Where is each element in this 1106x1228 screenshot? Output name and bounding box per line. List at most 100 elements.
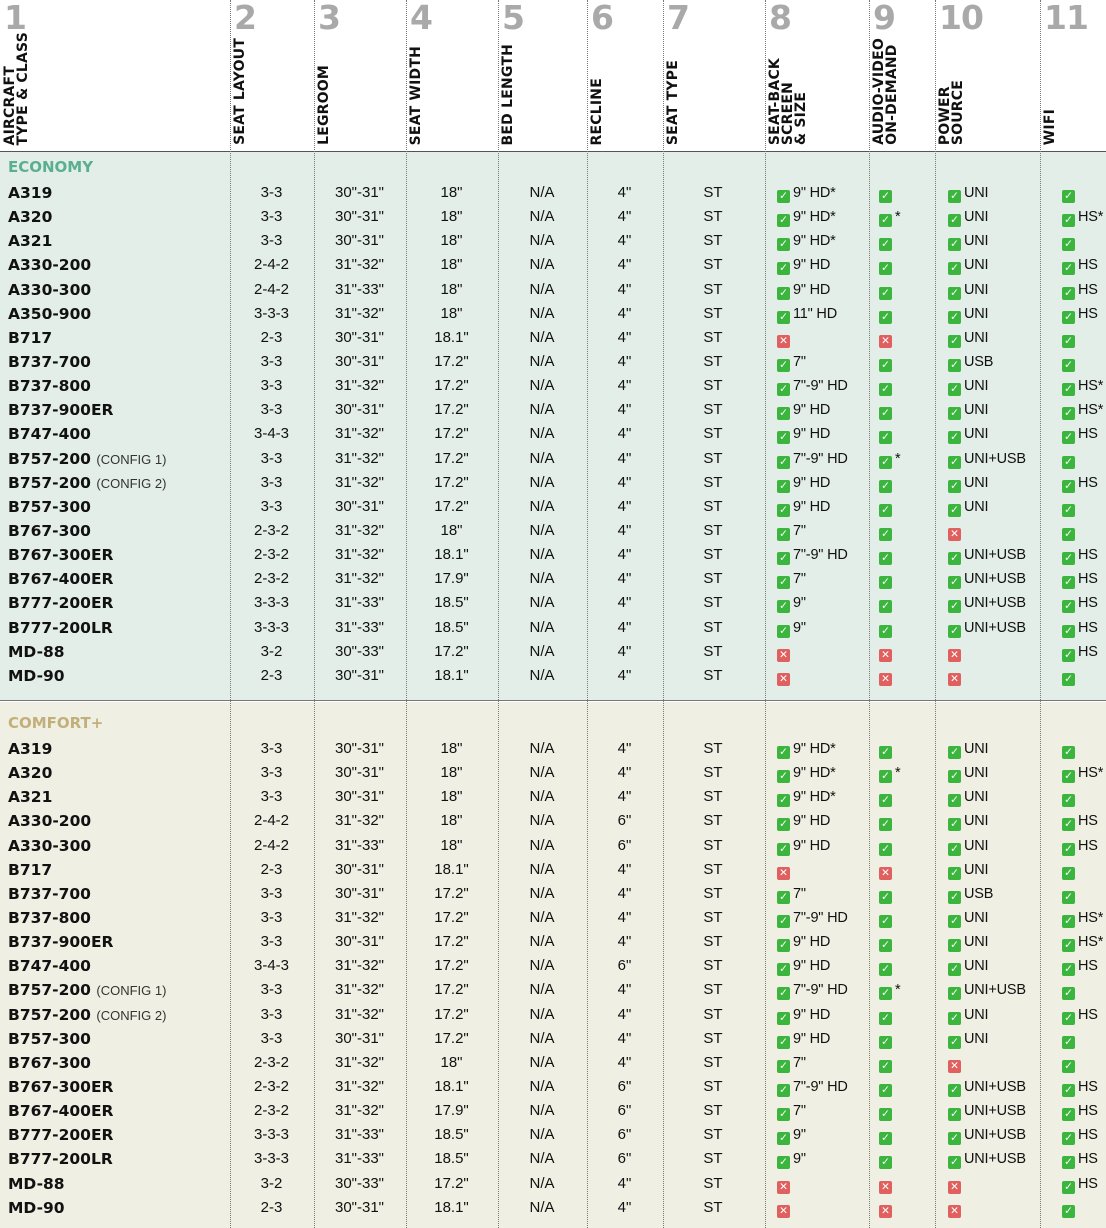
seat-back-screen: ✕ bbox=[777, 858, 793, 882]
table-row: B777-200LR 3-3-3 31"-33" 18.5" N/A 6" ST ✓ 9" ✓ ✓ U… bbox=[0, 1147, 1106, 1171]
seat-back-screen: ✕ bbox=[777, 664, 793, 688]
recline: 4" bbox=[617, 401, 632, 419]
seat-type: ST bbox=[703, 256, 723, 274]
table-row: B757-200 (CONFIG 1) 3-3 31"-32" 17.2" N/A 4" S… bbox=[0, 978, 1106, 1002]
seat-layout: 2-4-2 bbox=[253, 256, 290, 274]
aircraft-type: MD-88 bbox=[8, 1172, 65, 1196]
check-icon: ✓ bbox=[879, 987, 892, 1001]
check-icon: ✓ bbox=[1062, 939, 1075, 953]
seat-back-screen: ✓ 9" bbox=[777, 1147, 806, 1171]
column-divider bbox=[406, 0, 407, 1228]
column-number: 10 bbox=[939, 0, 984, 37]
aircraft-type: A330-200 bbox=[8, 809, 91, 833]
seat-back-screen-text: 9" HD* bbox=[793, 741, 836, 757]
power-source-text: USB bbox=[964, 885, 994, 902]
legroom: 30"-31" bbox=[334, 208, 384, 226]
seat-width: 17.2" bbox=[434, 425, 469, 443]
power-source-text: UNI bbox=[964, 281, 989, 298]
seat-width: 18" bbox=[440, 1053, 463, 1071]
check-icon: ✓ bbox=[777, 624, 790, 638]
seat-type: ST bbox=[703, 642, 723, 660]
seat-back-screen: ✓ 7" bbox=[777, 567, 806, 591]
legroom: 31"-32" bbox=[334, 1005, 384, 1023]
seat-layout: 3-3-3 bbox=[253, 304, 290, 322]
power-source-text: UNI+USB bbox=[964, 1151, 1026, 1168]
seat-layout: 3-3-3 bbox=[253, 618, 290, 636]
wifi: ✓ bbox=[1062, 447, 1078, 471]
power-source-text: UNI bbox=[964, 209, 989, 226]
audio-video-on-demand: ✓ bbox=[879, 350, 895, 374]
table-row: A330-300 2-4-2 31"-33" 18" N/A 4" ST ✓ 9" HD ✓ ✓ UN… bbox=[0, 278, 1106, 302]
wifi-text: HS bbox=[1078, 257, 1098, 274]
audio-video-on-demand: ✓ bbox=[879, 1051, 895, 1075]
check-icon: ✓ bbox=[1062, 479, 1075, 493]
seat-width: 17.2" bbox=[434, 1029, 469, 1047]
legroom: 31"-32" bbox=[334, 957, 384, 975]
check-icon: ✓ bbox=[879, 1156, 892, 1170]
table-header: 1 AIRCRAFT TYPE & CLASS 2 SEAT LAYOUT 3 LEGRO… bbox=[0, 0, 1106, 152]
seat-layout: 2-4-2 bbox=[253, 280, 290, 298]
recline: 4" bbox=[617, 594, 632, 612]
check-icon: ✓ bbox=[1062, 1083, 1075, 1097]
legroom: 31"-33" bbox=[334, 594, 384, 612]
power-source: ✓ UNI+USB bbox=[948, 1099, 1026, 1123]
seat-back-screen-text: 9" HD bbox=[793, 813, 831, 830]
wifi: ✓ HS bbox=[1062, 809, 1098, 833]
check-icon: ✓ bbox=[948, 939, 961, 953]
power-source-text: UNI bbox=[964, 498, 989, 515]
column-number: 11 bbox=[1044, 0, 1089, 37]
recline: 4" bbox=[617, 521, 632, 539]
seat-type: ST bbox=[703, 377, 723, 395]
aircraft-type: B777-200ER bbox=[8, 591, 113, 615]
aircraft-name: B767-400ER bbox=[8, 570, 114, 589]
check-icon: ✓ bbox=[948, 624, 961, 638]
recline: 4" bbox=[617, 256, 632, 274]
check-icon: ✓ bbox=[1062, 866, 1075, 880]
table-row: B757-200 (CONFIG 2) 3-3 31"-32" 17.2" N/A 4" S… bbox=[0, 471, 1106, 495]
header-column-7: 7 SEAT TYPE bbox=[663, 0, 765, 151]
column-label: RECLINE bbox=[589, 77, 605, 145]
wifi: ✓ HS* bbox=[1062, 205, 1103, 229]
bed-length: N/A bbox=[529, 884, 555, 902]
seat-layout: 3-3 bbox=[260, 764, 283, 782]
power-source: ✓ UNI+USB bbox=[948, 567, 1026, 591]
seat-type: ST bbox=[703, 860, 723, 878]
audio-video-on-demand: ✓ bbox=[879, 834, 895, 858]
cross-icon: ✕ bbox=[777, 334, 790, 348]
table-row: B767-400ER 2-3-2 31"-32" 17.9" N/A 6" ST ✓ 7" ✓ ✓ U… bbox=[0, 1099, 1106, 1123]
seat-width: 17.2" bbox=[434, 401, 469, 419]
column-number: 3 bbox=[318, 0, 341, 37]
bed-length: N/A bbox=[529, 933, 555, 951]
seat-layout: 2-3 bbox=[260, 328, 283, 346]
economy-title: ECONOMY bbox=[8, 158, 94, 176]
audio-video-on-demand: ✓ * bbox=[879, 761, 901, 785]
check-icon: ✓ bbox=[948, 842, 961, 856]
check-icon: ✓ bbox=[1062, 842, 1075, 856]
power-source: ✓ UNI bbox=[948, 374, 989, 398]
recline: 4" bbox=[617, 1053, 632, 1071]
check-icon: ✓ bbox=[948, 552, 961, 566]
seat-width: 18" bbox=[440, 184, 463, 201]
column-label: AIRCRAFT TYPE & CLASS bbox=[2, 31, 31, 145]
table-row: B767-300ER 2-3-2 31"-32" 18.1" N/A 4" ST ✓ 7"-9"… bbox=[0, 543, 1106, 567]
seat-width: 18" bbox=[440, 280, 463, 298]
recline: 4" bbox=[617, 328, 632, 346]
aircraft-name: B777-200ER bbox=[8, 1126, 114, 1145]
audio-video-on-demand: ✓ * bbox=[879, 447, 901, 471]
seat-back-screen-text: 7"-9" HD bbox=[793, 450, 848, 467]
legroom: 30"-31" bbox=[334, 352, 384, 370]
header-column-3: 3 LEGROOM bbox=[314, 0, 406, 151]
bed-length: N/A bbox=[529, 328, 555, 346]
check-icon: ✓ bbox=[879, 214, 892, 228]
check-icon: ✓ bbox=[777, 455, 790, 469]
seat-width: 17.9" bbox=[434, 570, 469, 588]
recline: 6" bbox=[617, 957, 632, 975]
check-icon: ✓ bbox=[948, 503, 961, 517]
aircraft-type: B737-900ER bbox=[8, 930, 113, 954]
seat-back-screen-text: 9" HD* bbox=[793, 233, 836, 250]
recline: 4" bbox=[617, 473, 632, 491]
seat-type: ST bbox=[703, 618, 723, 636]
bed-length: N/A bbox=[529, 1029, 555, 1047]
power-source-text: UNI bbox=[964, 305, 989, 322]
wifi: ✓ HS bbox=[1062, 471, 1098, 495]
